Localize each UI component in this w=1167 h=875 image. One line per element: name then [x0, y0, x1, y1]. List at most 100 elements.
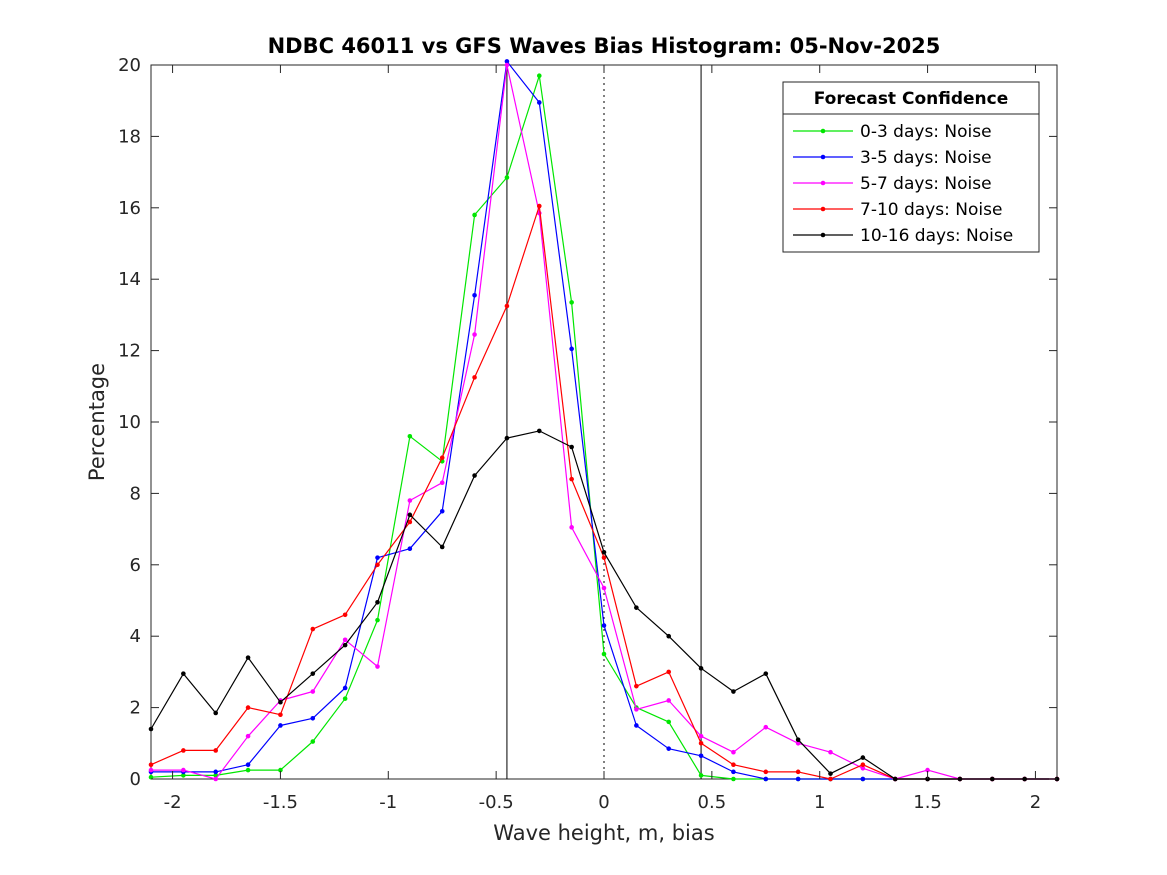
data-point [860, 765, 866, 771]
data-point [795, 769, 801, 775]
data-point [148, 762, 154, 768]
data-point [342, 642, 348, 648]
data-point [472, 332, 477, 337]
data-point [601, 651, 607, 657]
data-point [601, 550, 607, 555]
data-point [245, 655, 251, 660]
data-point [569, 476, 574, 482]
x-tick-label: 1.5 [913, 792, 942, 813]
data-point [472, 292, 477, 298]
data-point [666, 633, 672, 639]
data-point [181, 671, 186, 676]
y-tick-label: 8 [130, 483, 141, 504]
data-point [310, 716, 316, 721]
y-tick-label: 20 [118, 55, 141, 76]
data-point [763, 724, 769, 730]
data-point [181, 767, 186, 773]
data-point [601, 623, 607, 628]
data-point [731, 749, 736, 755]
data-point [439, 544, 445, 550]
data-point [731, 769, 736, 775]
y-axis-label: Percentage [85, 363, 109, 481]
legend: Forecast Confidence 0-3 days: Noise 3-5 d… [782, 81, 1040, 253]
data-point [569, 525, 574, 530]
data-point [342, 685, 348, 691]
data-point [278, 723, 283, 728]
x-tick-label: 0 [598, 792, 609, 813]
data-point [828, 776, 833, 782]
y-tick-label: 14 [118, 269, 141, 290]
x-tick-label: -2 [164, 792, 182, 813]
data-point [666, 698, 672, 703]
data-point [860, 755, 866, 760]
x-tick-label: -1 [379, 792, 397, 813]
legend-entry: 0-3 days: Noise [793, 122, 992, 142]
data-point [731, 762, 736, 768]
legend-label: 7-10 days: Noise [860, 200, 1002, 220]
data-point [601, 555, 607, 560]
reference-lines [506, 65, 702, 779]
series-5 [148, 428, 1060, 782]
data-point [407, 546, 413, 552]
data-point [536, 428, 542, 434]
legend-entries: 0-3 days: Noise 3-5 days: Noise 5-7 days: … [793, 122, 1013, 246]
data-point [634, 683, 639, 689]
data-point [148, 726, 154, 732]
data-point [536, 73, 542, 79]
data-point [763, 671, 769, 676]
data-point [731, 776, 736, 782]
data-point [536, 203, 542, 209]
data-point [472, 375, 477, 380]
data-point [472, 473, 477, 478]
legend-box [782, 81, 1040, 253]
data-point [310, 689, 316, 694]
data-point [504, 59, 510, 64]
data-point [407, 519, 413, 525]
data-point [439, 508, 445, 514]
data-point [925, 767, 930, 773]
y-tick-label: 4 [130, 626, 141, 647]
legend-entry: 7-10 days: Noise [793, 200, 1002, 220]
legend-entry: 5-7 days: Noise [793, 174, 992, 194]
legend-label: 3-5 days: Noise [860, 148, 992, 168]
data-point [439, 455, 445, 461]
series-layer [148, 59, 1060, 782]
x-tick-label: -0.5 [479, 792, 514, 813]
data-point [536, 100, 542, 105]
data-point [439, 480, 445, 485]
data-point [634, 723, 639, 728]
legend-label: 10-16 days: Noise [860, 226, 1013, 246]
data-point [860, 762, 866, 768]
legend-label: 0-3 days: Noise [860, 122, 992, 142]
x-tick-label: 1 [814, 792, 825, 813]
data-point [245, 762, 251, 768]
data-point [278, 699, 283, 705]
data-point [634, 707, 639, 712]
data-point [245, 733, 251, 739]
data-point [148, 774, 154, 780]
data-point [375, 599, 380, 605]
legend-label: 5-7 days: Noise [860, 174, 992, 194]
x-tick-label: 2 [1030, 792, 1041, 813]
data-point [504, 435, 510, 441]
legend-swatch-marker [820, 154, 826, 160]
data-point [278, 767, 283, 773]
y-tick-label: 16 [118, 198, 141, 219]
data-point [245, 705, 251, 710]
data-point [181, 748, 186, 753]
data-point [310, 671, 316, 676]
y-tick-label: 18 [118, 126, 141, 147]
data-point [698, 773, 704, 778]
legend-swatch-marker [820, 128, 826, 134]
data-point [731, 689, 736, 694]
chart-title: NDBC 46011 vs GFS Waves Bias Histogram: … [268, 34, 941, 58]
data-point [892, 776, 898, 782]
data-point [245, 767, 251, 773]
data-point [666, 669, 672, 675]
data-point [375, 617, 380, 623]
data-point [795, 741, 801, 746]
x-axis-ticks: -2 -1.5 -1 -0.5 0 0.5 1 1.5 2 [164, 65, 1041, 813]
x-tick-label: 0.5 [698, 792, 727, 813]
y-tick-label: 12 [118, 341, 141, 362]
